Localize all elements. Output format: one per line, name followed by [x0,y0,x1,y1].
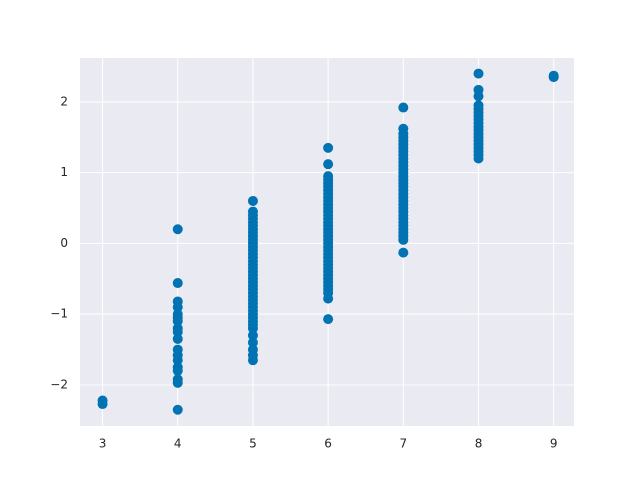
x-tick-label: 4 [174,437,182,451]
tick-labels: 3 4 5 6 7 8 9 −2 −1 0 1 2 [50,94,557,450]
point [323,314,334,325]
points [97,68,559,415]
point [398,247,409,258]
point [323,142,334,153]
point [172,333,183,344]
y-tick-label: 0 [60,236,68,250]
point [172,278,183,289]
point [398,234,409,245]
y-tick-label: −2 [50,377,68,391]
point [172,316,183,327]
x-tick-label: 5 [249,437,257,451]
point [398,102,409,113]
point [323,293,334,304]
point [473,153,484,164]
point [97,399,108,410]
point [172,326,183,337]
point [172,302,183,313]
point [548,72,559,83]
point [473,91,484,102]
x-tick-label: 6 [324,437,332,451]
x-tick-label: 9 [550,437,558,451]
y-tick-label: 1 [60,165,68,179]
point [247,323,258,334]
point [172,377,183,388]
x-tick-label: 8 [475,437,483,451]
x-tick-label: 3 [99,437,107,451]
point [247,337,258,348]
y-tick-label: 2 [60,94,68,108]
x-tick-label: 7 [399,437,407,451]
point [247,355,258,366]
point [172,224,183,235]
y-tick-label: −1 [50,307,68,321]
point [172,355,183,366]
point [323,159,334,170]
point [473,68,484,79]
point [172,404,183,415]
point [247,330,258,341]
point [247,195,258,206]
point [172,365,183,376]
